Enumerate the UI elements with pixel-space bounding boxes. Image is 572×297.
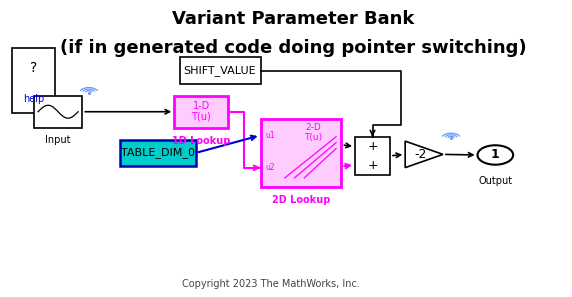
Text: +: +	[367, 159, 378, 172]
Text: u2: u2	[265, 163, 275, 172]
Text: TABLE_DIM_0: TABLE_DIM_0	[121, 147, 195, 158]
Text: 1D Lookup: 1D Lookup	[172, 136, 231, 146]
Text: T(u): T(u)	[191, 112, 211, 121]
Text: 1-D: 1-D	[193, 101, 210, 111]
FancyBboxPatch shape	[34, 96, 82, 128]
Text: Variant Parameter Bank: Variant Parameter Bank	[172, 10, 414, 28]
Circle shape	[478, 145, 513, 165]
Text: u1: u1	[265, 131, 275, 140]
Text: 1: 1	[491, 148, 500, 162]
FancyBboxPatch shape	[120, 140, 196, 166]
FancyBboxPatch shape	[355, 137, 390, 175]
Text: help: help	[23, 94, 45, 104]
Text: T(u): T(u)	[304, 133, 322, 142]
FancyBboxPatch shape	[260, 119, 341, 187]
Text: Output: Output	[478, 176, 513, 186]
Text: (if in generated code doing pointer switching): (if in generated code doing pointer swit…	[59, 40, 526, 57]
Polygon shape	[405, 141, 443, 168]
Text: 2D Lookup: 2D Lookup	[272, 195, 330, 205]
FancyBboxPatch shape	[180, 57, 260, 84]
Text: +: +	[367, 140, 378, 153]
Text: Input: Input	[45, 135, 71, 145]
Text: ?: ?	[30, 61, 37, 75]
Text: 2-D: 2-D	[305, 123, 321, 132]
Text: Copyright 2023 The MathWorks, Inc.: Copyright 2023 The MathWorks, Inc.	[182, 279, 360, 289]
Text: SHIFT_VALUE: SHIFT_VALUE	[184, 65, 256, 76]
FancyBboxPatch shape	[174, 96, 228, 128]
FancyBboxPatch shape	[12, 48, 55, 113]
Text: -2: -2	[415, 148, 427, 161]
